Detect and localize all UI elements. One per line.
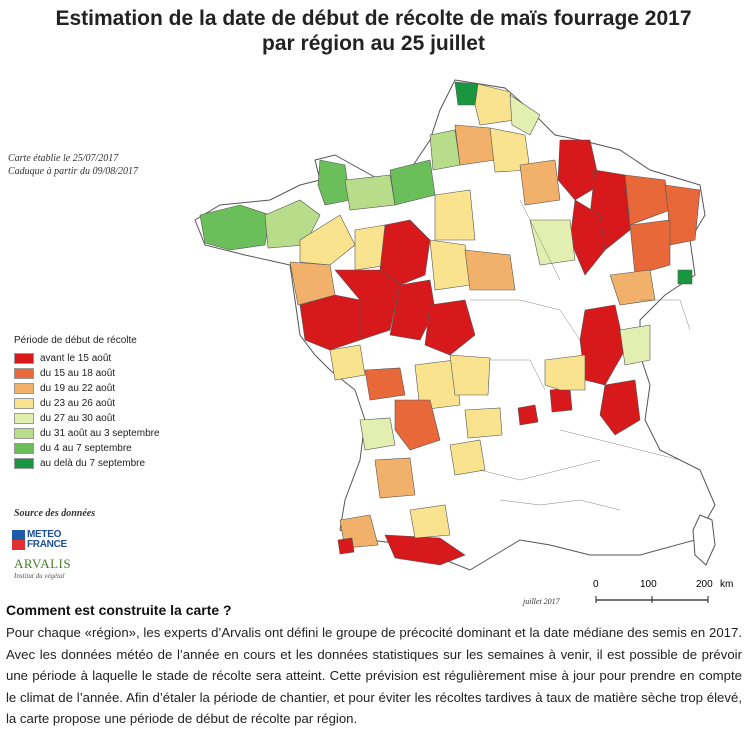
meteo-logo-line1: METEO [27, 529, 62, 540]
scale-bar-graphic: 0 100 200 km [593, 579, 733, 603]
legend-item: au delà du 7 septembre [14, 456, 160, 471]
region-haut-rhin-green [677, 269, 693, 285]
region-loire-around [544, 354, 586, 391]
region-haute-marne [529, 219, 576, 266]
region-vosges [629, 219, 671, 276]
scale-unit: km [720, 579, 733, 590]
corsica-outline [692, 514, 716, 566]
legend-item: du 15 au 18 août [14, 366, 160, 381]
map-expiry-date: Caduque à partir du 09/08/2017 [8, 166, 139, 177]
arvalis-name: ARVALIS [14, 556, 72, 571]
department-borders [470, 199, 691, 511]
region-charente [364, 367, 406, 401]
legend-swatch [14, 428, 34, 439]
arvalis-logo: ARVALIS Institut du végétal [14, 556, 71, 580]
region-isere-red [599, 379, 641, 436]
region-lot [449, 439, 486, 476]
legend-title: Période de début de récolte [14, 335, 137, 346]
legend-swatch [14, 353, 34, 364]
region-cher-red [424, 299, 476, 356]
region-dordogne-orange [394, 399, 441, 451]
meteo-france-logo: METEO FRANCE [12, 530, 67, 550]
legend-item: du 4 au 7 septembre [14, 441, 160, 456]
region-allier [449, 354, 491, 396]
legend-label: du 4 au 7 septembre [40, 443, 132, 454]
legend-item: du 23 au 26 août [14, 396, 160, 411]
scale-label-0: 0 [593, 579, 599, 590]
region-gers [409, 504, 451, 539]
region-normandy-cotentin [317, 159, 351, 206]
region-poitou-red [334, 269, 401, 341]
map-title-line2: par région au 25 juillet [262, 32, 485, 55]
sources-title: Source des données [14, 508, 96, 519]
legend-swatch [14, 368, 34, 379]
legend-label: du 27 au 30 août [40, 413, 116, 424]
legend-label: du 31 août au 3 septembre [40, 428, 160, 439]
region-ile-de-france [434, 189, 476, 241]
region-pyrenees-red [384, 534, 466, 566]
explanation-section: Comment est construite la carte ? Pour c… [6, 602, 742, 730]
region-normandy-center [344, 174, 396, 211]
map-title: Estimation de la date de début de récolt… [0, 6, 747, 56]
legend-label: avant le 15 août [40, 353, 112, 364]
region-nord-east [509, 94, 541, 136]
legend-item: du 31 août au 3 septembre [14, 426, 160, 441]
legend-swatch [14, 383, 34, 394]
region-idf-east [464, 249, 516, 291]
region-vendee-red [299, 294, 361, 351]
arvalis-tagline: Institut du végétal [14, 572, 65, 580]
region-ardennes-red [557, 139, 601, 201]
scale-label-100: 100 [640, 579, 657, 590]
region-brittany-west [199, 204, 271, 251]
legend-label: du 19 au 22 août [40, 383, 116, 394]
region-rhone-small-red [517, 404, 539, 426]
map-legend: Période de début de récolte avant le 15 … [14, 335, 160, 471]
legend-label: du 23 au 26 août [40, 398, 116, 409]
region-landes [374, 457, 416, 499]
map-date: juillet 2017 [523, 597, 560, 606]
map-title-line1: Estimation de la date de début de récolt… [55, 7, 692, 30]
region-nord [474, 83, 516, 126]
region-gironde [359, 417, 396, 451]
legend-swatch [14, 413, 34, 424]
legend-item: du 27 au 30 août [14, 411, 160, 426]
explanation-heading: Comment est construite la carte ? [6, 602, 232, 618]
meteo-logo-line2: FRANCE [27, 539, 67, 550]
map-validity-note: Carte établie le 25/07/2017 Caduque à pa… [8, 152, 138, 178]
region-deux-sevres [329, 344, 366, 381]
region-champagne [519, 159, 561, 206]
legend-swatch [14, 458, 34, 469]
region-mayenne [299, 214, 356, 266]
region-centre-yellow [429, 239, 471, 291]
map-created-date: Carte établie le 25/07/2017 [8, 153, 119, 164]
legend-item: du 19 au 22 août [14, 381, 160, 396]
region-aveyron [464, 407, 503, 439]
region-picardie-west [454, 124, 496, 166]
legend-swatch [14, 443, 34, 454]
legend-label: du 15 au 18 août [40, 368, 116, 379]
france-harvest-map [194, 79, 716, 571]
region-alsace [664, 184, 701, 246]
region-ain [619, 324, 651, 366]
region-loire-center [549, 387, 573, 413]
legend-item: avant le 15 août [14, 351, 160, 366]
meteo-france-mark-icon [12, 530, 25, 550]
explanation-body: Pour chaque «région», les experts d’Arva… [6, 625, 742, 726]
scale-label-200: 200 [696, 579, 713, 590]
legend-swatch [14, 398, 34, 409]
region-far-north-green [454, 81, 479, 106]
region-pays-basque [337, 537, 355, 555]
legend-label: au delà du 7 septembre [40, 458, 146, 469]
scale-bar: 0 100 200 km [590, 578, 740, 611]
region-pays-de-caux [429, 129, 461, 171]
region-limousin [414, 359, 461, 411]
